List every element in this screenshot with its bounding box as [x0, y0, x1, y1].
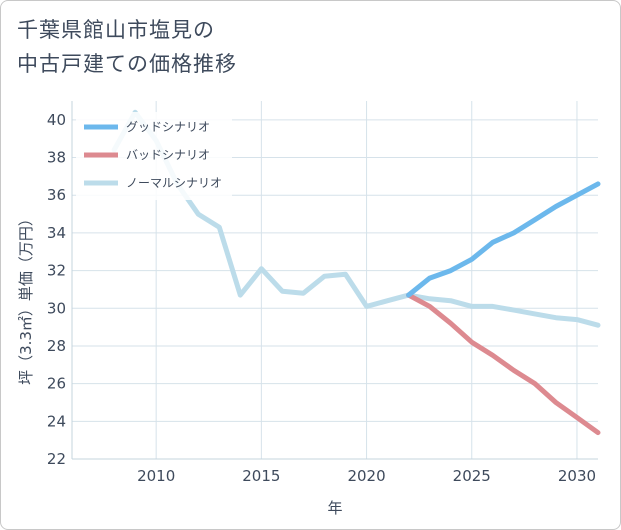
- data-point-0-8: [576, 194, 578, 196]
- x-axis-label: 年: [327, 499, 342, 517]
- data-point-1-9: [597, 432, 599, 434]
- data-point-2-22: [576, 319, 578, 321]
- y-axis-ticks: 22 24 26 28 30 32 34 36 38 40: [47, 111, 66, 468]
- data-point-0-1: [429, 277, 431, 279]
- data-point-2-11: [345, 273, 347, 275]
- y-tick-label-38: 38: [47, 149, 66, 167]
- data-point-1-7: [555, 401, 557, 403]
- data-point-2-10: [323, 275, 325, 277]
- series-line-2: [111, 109, 601, 328]
- data-point-0-3: [471, 258, 473, 260]
- y-tick-label-26: 26: [47, 375, 66, 393]
- y-axis-label: 坪（3.3㎡）単価（万円）: [17, 211, 35, 385]
- series-0: [406, 181, 601, 298]
- data-point-2-7: [260, 268, 262, 270]
- legend-label-0: グッドシナリオ: [126, 120, 210, 134]
- data-point-2-8: [281, 290, 283, 292]
- x-axis-ticks: 2010 2015 2020 2025 2030: [137, 467, 596, 485]
- data-point-2-6: [239, 294, 241, 296]
- data-point-0-6: [534, 219, 536, 221]
- data-point-0-9: [597, 183, 599, 185]
- y-tick-label-30: 30: [47, 299, 66, 317]
- data-point-2-23: [597, 324, 599, 326]
- data-point-2-19: [513, 309, 515, 311]
- y-tick-label-32: 32: [47, 262, 66, 280]
- x-tick-label-2020: 2020: [347, 467, 385, 485]
- y-tick-label-28: 28: [47, 337, 66, 355]
- y-tick-label-34: 34: [47, 224, 66, 242]
- data-point-1-6: [534, 383, 536, 385]
- x-tick-label-2025: 2025: [453, 467, 491, 485]
- legend-label-1: バッドシナリオ: [126, 148, 210, 162]
- data-point-2-20: [534, 313, 536, 315]
- data-point-1-3: [471, 341, 473, 343]
- data-point-2-12: [366, 305, 368, 307]
- data-point-2-4: [197, 213, 199, 215]
- chart-title: 千葉県館山市塩見の 中古戸建ての価格推移: [17, 13, 237, 81]
- data-point-2-16: [450, 300, 452, 302]
- data-point-0-5: [513, 232, 515, 234]
- data-point-0-2: [450, 270, 452, 272]
- data-point-2-18: [492, 305, 494, 307]
- grid: [71, 101, 598, 460]
- y-tick-label-24: 24: [47, 412, 66, 430]
- series-line-0: [406, 181, 601, 298]
- series-line-1: [406, 292, 601, 436]
- data-point-1-4: [492, 354, 494, 356]
- data-point-2-9: [302, 292, 304, 294]
- data-point-2-13: [387, 300, 389, 302]
- legend-label-2: ノーマルシナリオ: [126, 176, 222, 190]
- x-tick-label-2015: 2015: [242, 467, 280, 485]
- title-line-1: 千葉県館山市塩見の: [17, 18, 215, 42]
- data-point-0-7: [555, 206, 557, 208]
- x-tick-label-2010: 2010: [137, 467, 175, 485]
- data-point-2-21: [555, 317, 557, 319]
- y-tick-label-36: 36: [47, 186, 66, 204]
- data-point-0-0: [408, 294, 410, 296]
- x-tick-label-2030: 2030: [558, 467, 596, 485]
- title-line-2: 中古戸建ての価格推移: [17, 52, 237, 76]
- data-point-0-4: [492, 241, 494, 243]
- data-point-1-2: [450, 322, 452, 324]
- data-point-1-8: [576, 417, 578, 419]
- data-point-1-1: [429, 305, 431, 307]
- data-point-2-17: [471, 305, 473, 307]
- y-tick-label-40: 40: [47, 111, 66, 129]
- y-tick-label-22: 22: [47, 450, 66, 468]
- data-point-1-5: [513, 369, 515, 371]
- series-lines: [111, 109, 601, 436]
- data-point-2-15: [429, 298, 431, 300]
- data-point-2-5: [218, 226, 220, 228]
